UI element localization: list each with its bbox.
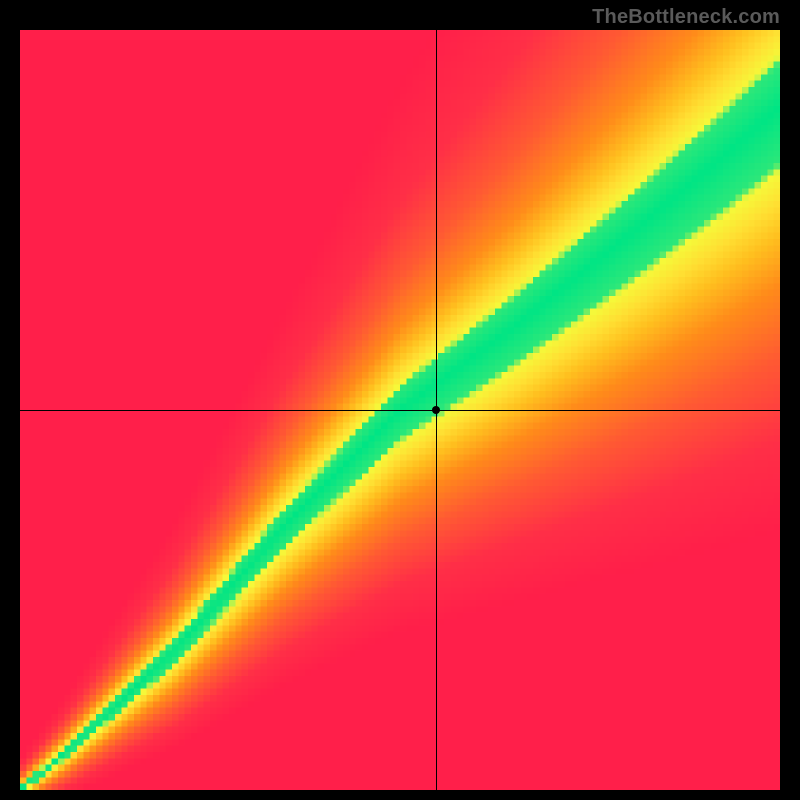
crosshair-horizontal (20, 410, 780, 411)
chart-container: TheBottleneck.com (0, 0, 800, 800)
watermark-text: TheBottleneck.com (592, 6, 780, 29)
plot-area (20, 30, 780, 790)
data-point-marker (432, 406, 440, 414)
